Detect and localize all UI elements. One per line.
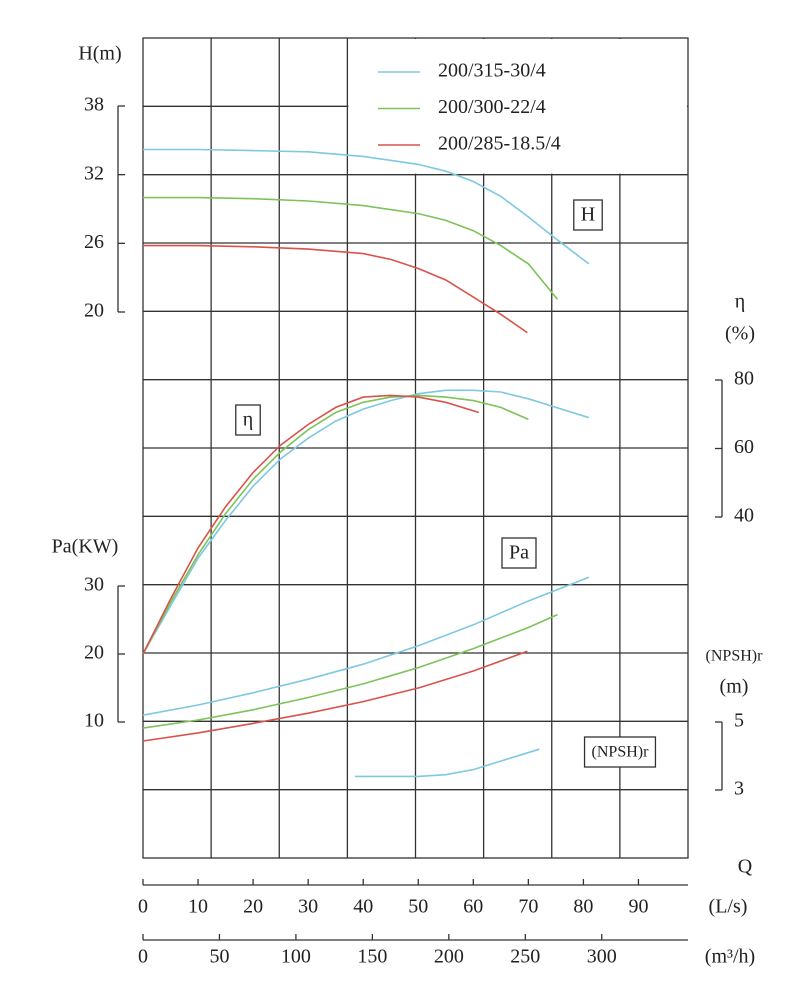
grid [142, 37, 689, 859]
x-tick-label: 40 [353, 896, 373, 918]
y-tick-label: 60 [734, 436, 754, 458]
annotation-box [573, 199, 603, 231]
y-axis-label: (NPSH)r [706, 648, 764, 665]
curve [143, 148, 590, 265]
y-axis-label: Pa(KW) [52, 536, 119, 558]
x2-tick-label: 300 [587, 946, 617, 968]
x-tick-label: 0 [138, 896, 148, 918]
annotation-box [583, 736, 657, 768]
y-tick-label: 20 [84, 642, 104, 664]
y-tick-label: 10 [84, 710, 104, 732]
annotation-box [501, 537, 537, 569]
y-tick-label: 32 [84, 162, 104, 184]
x-tick-label: 50 [408, 896, 428, 918]
x2-tick-label: 200 [434, 946, 464, 968]
curve [142, 576, 590, 716]
legend-label: 200/285-18.5/4 [438, 133, 561, 155]
x-tick-label: 80 [573, 896, 593, 918]
x-tick-label: 60 [463, 896, 483, 918]
annotation: (NPSH)r [592, 744, 650, 761]
curve [142, 394, 529, 655]
x-tick-label: 10 [188, 896, 208, 918]
y-tick-label: 5 [734, 710, 744, 732]
x2-tick-label: 50 [209, 946, 229, 968]
y-axis-label: (%) [725, 323, 755, 345]
curve [143, 244, 528, 334]
x2-axis-unit: (m³/h) [705, 946, 755, 968]
annotation: H [581, 204, 595, 226]
y-tick-label: 40 [734, 505, 754, 527]
curve [142, 650, 528, 742]
x2-tick-label: 0 [138, 946, 148, 968]
y-axis-label: (m) [720, 676, 749, 698]
x2-tick-label: 100 [281, 946, 311, 968]
x-tick-label: 70 [518, 896, 538, 918]
x-tick-label: 90 [628, 896, 648, 918]
y-tick-label: 80 [734, 368, 754, 390]
x2-tick-label: 150 [357, 946, 387, 968]
y-tick-label: 38 [84, 94, 104, 116]
y-tick-label: 26 [84, 231, 104, 253]
curve [143, 196, 559, 300]
annotation: η [243, 409, 253, 431]
annotation-box [235, 404, 261, 436]
x-tick-label: 20 [243, 896, 263, 918]
y-axis-label: η [735, 291, 745, 313]
x-axis-unit: (L/s) [709, 896, 748, 918]
y-tick-label: 20 [84, 300, 104, 322]
legend-label: 200/300-22/4 [438, 96, 546, 118]
x-axis-label: Q [738, 856, 753, 878]
x2-tick-label: 250 [510, 946, 540, 968]
curve [142, 394, 480, 655]
curve [354, 748, 540, 778]
curve [142, 389, 590, 655]
legend-label: 200/315-30/4 [438, 60, 546, 82]
curve [142, 613, 558, 729]
annotation: Pa [509, 542, 529, 564]
y-tick-label: 3 [734, 778, 744, 800]
x-tick-label: 30 [298, 896, 318, 918]
y-tick-label: 30 [84, 574, 104, 596]
legend-box [348, 39, 687, 174]
y-axis-label: H(m) [78, 43, 121, 65]
